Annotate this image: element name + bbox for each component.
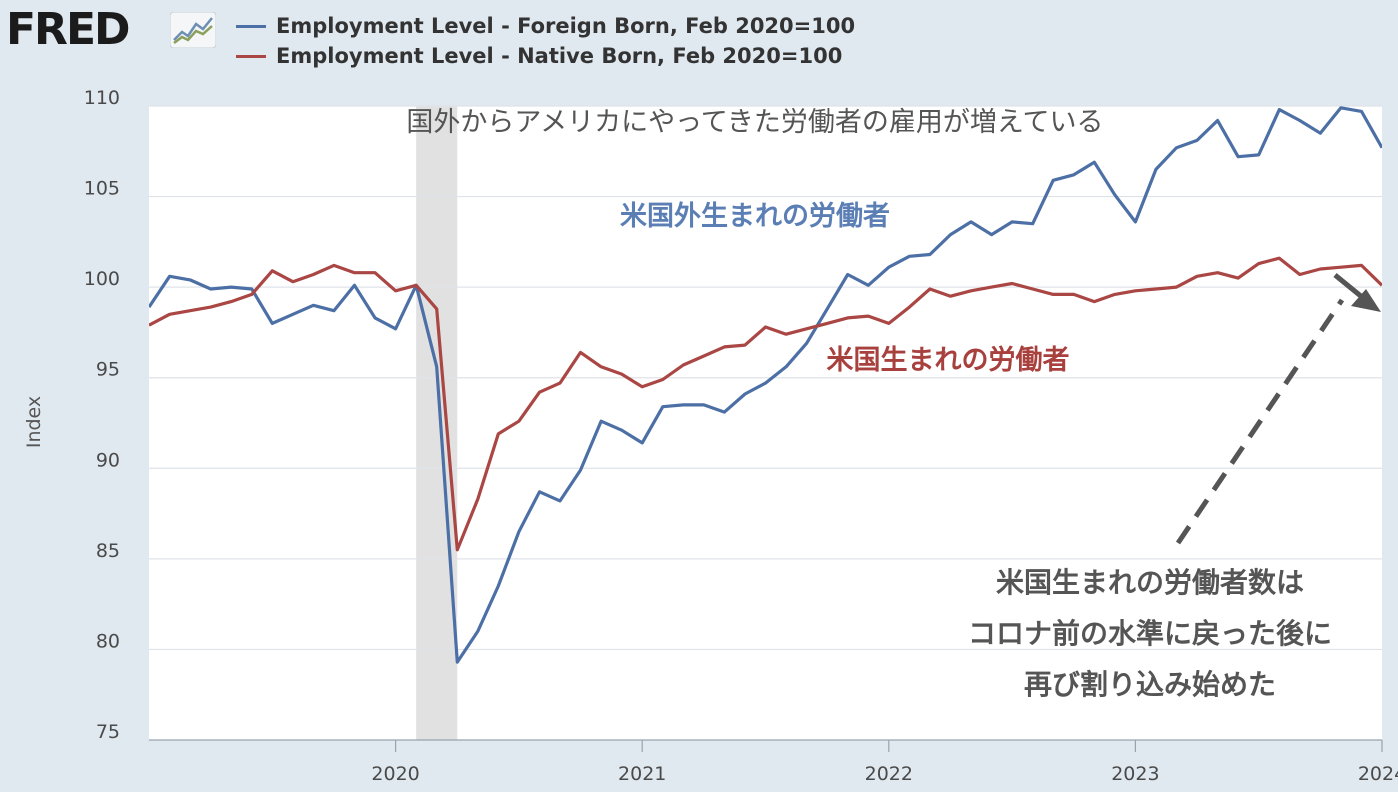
legend-item-foreign[interactable]: Employment Level - Foreign Born, Feb 202… [236, 14, 855, 38]
legend-swatch-foreign [236, 24, 266, 28]
annotation-foreign-label: 米国外生まれの労働者 [620, 201, 890, 232]
annotation-note-line: 米国生まれの労働者数は [996, 566, 1304, 599]
annotation-note-line: コロナ前の水準に戻った後に [968, 617, 1332, 650]
y-tick-label: 85 [96, 540, 120, 562]
y-tick-label: 80 [96, 630, 120, 652]
x-tick-label: 2021 [618, 763, 666, 785]
legend-item-native[interactable]: Employment Level - Native Born, Feb 2020… [236, 44, 842, 68]
series-line-native [149, 256, 1382, 552]
recession-band [416, 106, 458, 740]
annotation-native-label: 米国生まれの労働者 [827, 345, 1070, 376]
x-tick-label: 2024 [1358, 763, 1398, 785]
annotation-note-line: 再び割り込み始めた [1024, 668, 1276, 701]
annotation-arrow-dashed [1175, 298, 1345, 545]
legend-label-foreign: Employment Level - Foreign Born, Feb 202… [276, 14, 856, 38]
annotation-arrow-head [1351, 289, 1381, 312]
plot-area [149, 106, 1382, 740]
legend-swatch-native [236, 54, 266, 58]
y-tick-label: 100 [84, 268, 120, 290]
y-tick-label: 105 [84, 178, 120, 200]
x-tick-label: 2023 [1111, 763, 1159, 785]
x-tick-label: 2020 [371, 763, 419, 785]
fred-logo[interactable]: FRED [6, 4, 131, 55]
legend-label-native: Employment Level - Native Born, Feb 2020… [276, 44, 843, 68]
series-line-foreign [149, 106, 1382, 664]
y-tick-label: 75 [96, 721, 120, 743]
annotation-arrow-stem [1333, 273, 1364, 299]
y-tick-label: 95 [96, 359, 120, 381]
y-tick-label: 90 [96, 449, 120, 471]
fred-graph-icon [170, 12, 216, 48]
y-tick-label: 110 [84, 87, 120, 109]
x-tick-label: 2022 [865, 763, 913, 785]
y-axis-label: Index [23, 396, 45, 448]
annotation-title: 国外からアメリカにやってきた労働者の雇用が増えている [406, 107, 1103, 138]
